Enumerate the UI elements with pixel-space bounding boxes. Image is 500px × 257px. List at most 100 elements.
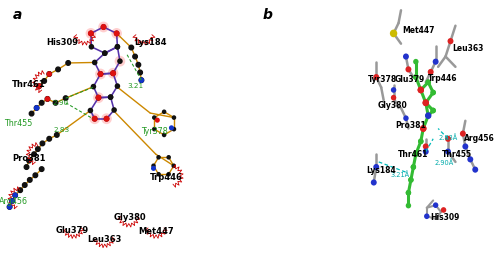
Circle shape <box>40 141 44 146</box>
Circle shape <box>406 190 411 196</box>
Circle shape <box>413 151 418 157</box>
Circle shape <box>44 96 50 102</box>
Circle shape <box>117 58 122 64</box>
Circle shape <box>37 84 42 88</box>
Text: Thr455: Thr455 <box>442 150 472 159</box>
Circle shape <box>66 61 70 65</box>
Circle shape <box>138 77 144 83</box>
Circle shape <box>403 53 409 60</box>
Circle shape <box>110 70 116 76</box>
Circle shape <box>110 70 116 76</box>
Circle shape <box>423 143 428 150</box>
Circle shape <box>13 193 18 198</box>
Circle shape <box>403 115 408 121</box>
Circle shape <box>133 54 138 59</box>
Circle shape <box>136 62 140 67</box>
Circle shape <box>413 59 418 65</box>
Circle shape <box>129 45 134 50</box>
Circle shape <box>418 87 424 93</box>
Circle shape <box>28 178 32 182</box>
Circle shape <box>114 44 120 50</box>
Circle shape <box>420 125 426 132</box>
Text: 2.83Å: 2.83Å <box>438 134 458 141</box>
Circle shape <box>114 56 125 67</box>
Circle shape <box>46 71 52 77</box>
Circle shape <box>423 100 428 106</box>
Circle shape <box>406 203 411 208</box>
Circle shape <box>88 108 93 113</box>
Circle shape <box>138 70 142 75</box>
Text: Tyr378: Tyr378 <box>142 126 168 136</box>
Text: a: a <box>12 8 22 22</box>
Circle shape <box>430 108 436 113</box>
Circle shape <box>441 207 446 213</box>
Text: Thr461: Thr461 <box>12 80 45 89</box>
Circle shape <box>98 71 103 77</box>
Circle shape <box>108 68 118 79</box>
Circle shape <box>96 95 102 100</box>
Circle shape <box>418 87 424 93</box>
Circle shape <box>426 113 431 118</box>
Circle shape <box>114 30 119 36</box>
Circle shape <box>426 79 431 85</box>
Circle shape <box>152 115 156 120</box>
Circle shape <box>96 95 102 100</box>
Circle shape <box>172 115 176 120</box>
Circle shape <box>374 74 379 80</box>
Text: Trp446: Trp446 <box>150 173 183 182</box>
Text: Met447: Met447 <box>402 26 434 35</box>
Circle shape <box>34 106 39 110</box>
Text: 3.21Å: 3.21Å <box>390 171 409 178</box>
Circle shape <box>374 164 379 170</box>
Circle shape <box>112 107 117 113</box>
Text: Lys184: Lys184 <box>134 38 166 47</box>
Circle shape <box>33 173 38 178</box>
Circle shape <box>430 90 436 95</box>
Circle shape <box>169 125 174 131</box>
Text: Thr455: Thr455 <box>4 119 32 128</box>
Circle shape <box>102 50 108 56</box>
Circle shape <box>139 78 143 82</box>
Circle shape <box>156 172 161 177</box>
Circle shape <box>445 136 451 142</box>
Circle shape <box>423 100 428 106</box>
Text: His309: His309 <box>46 38 78 47</box>
Circle shape <box>460 131 466 137</box>
Circle shape <box>418 139 424 144</box>
Text: 3.21: 3.21 <box>127 83 143 89</box>
Circle shape <box>88 31 94 36</box>
Text: 2.90: 2.90 <box>52 100 68 106</box>
Circle shape <box>413 74 418 80</box>
Circle shape <box>448 38 454 44</box>
Circle shape <box>36 147 40 151</box>
Circle shape <box>462 143 468 150</box>
Circle shape <box>96 95 102 101</box>
Circle shape <box>426 113 431 118</box>
Circle shape <box>468 156 473 162</box>
Circle shape <box>114 44 120 50</box>
Circle shape <box>423 100 428 106</box>
Circle shape <box>104 116 110 122</box>
Circle shape <box>151 166 156 171</box>
Circle shape <box>10 198 15 204</box>
Circle shape <box>424 213 430 219</box>
Circle shape <box>166 172 171 177</box>
Circle shape <box>104 116 110 122</box>
Circle shape <box>90 113 100 124</box>
Circle shape <box>93 92 104 103</box>
Circle shape <box>32 152 36 157</box>
Circle shape <box>172 163 176 168</box>
Circle shape <box>425 112 432 119</box>
Circle shape <box>371 179 376 186</box>
Text: Arg456: Arg456 <box>0 197 28 206</box>
Text: Glu379: Glu379 <box>394 75 425 84</box>
Circle shape <box>18 188 22 192</box>
Circle shape <box>95 69 106 79</box>
Circle shape <box>418 87 424 93</box>
Circle shape <box>92 116 98 122</box>
Circle shape <box>7 204 12 210</box>
Circle shape <box>42 79 46 83</box>
Circle shape <box>156 155 161 160</box>
Circle shape <box>155 118 160 123</box>
Circle shape <box>86 28 96 39</box>
